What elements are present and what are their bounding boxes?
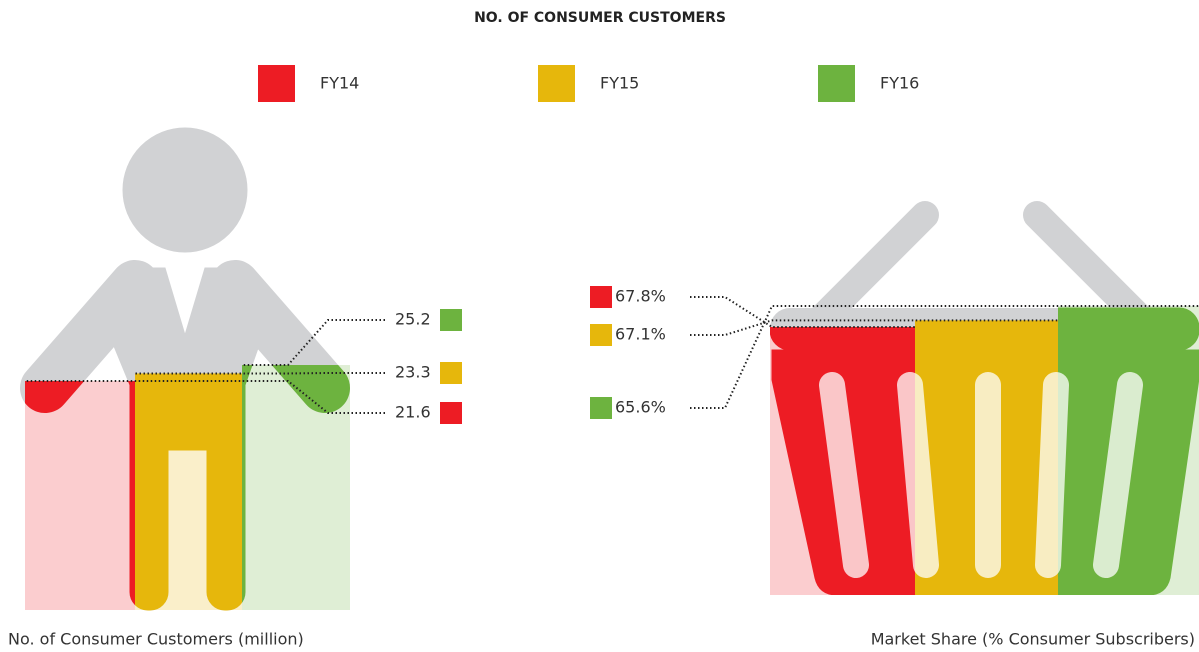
leader-line [690,319,1058,336]
legend-swatch [818,65,855,102]
basket-handle [808,201,939,332]
basket-slot [819,372,869,578]
basket-slot [1093,372,1143,578]
leader-line [242,319,385,367]
legend-label: FY16 [880,74,919,93]
fill-level [242,365,350,615]
value-label: 67.1% [615,325,666,344]
basket-handle [1023,201,1154,332]
legend-swatch [538,65,575,102]
person-fill [25,365,350,615]
leader-line [25,380,385,414]
value-swatch [590,286,612,308]
value-swatch [440,309,462,331]
axis-label: No. of Consumer Customers (million) [8,630,304,649]
value-swatch [590,324,612,346]
value-swatch [590,397,612,419]
plot: FY14 FY15 FY16 21.6 23.3 25.2 67.8% 67.1% 65.6% [25,65,1199,615]
fill-level [25,381,135,615]
chart-title: NO. OF CONSUMER CUSTOMERS [474,10,726,26]
legend-swatch [258,65,295,102]
value-label: 21.6 [395,403,431,422]
axis-label: Market Share (% Consumer Subscribers) [871,630,1195,649]
legend-label: FY14 [320,74,359,93]
value-swatch [440,362,462,384]
basket-slot [897,372,939,578]
basket-slot [1035,372,1069,578]
value-label: 25.2 [395,310,431,329]
value-swatch [440,402,462,424]
value-label: 23.3 [395,363,431,382]
leader-line [690,305,1199,409]
fill-level [135,373,242,615]
value-label: 65.6% [615,398,666,417]
value-label: 67.8% [615,287,666,306]
legend-label: FY15 [600,74,639,93]
leader-line [690,296,915,328]
